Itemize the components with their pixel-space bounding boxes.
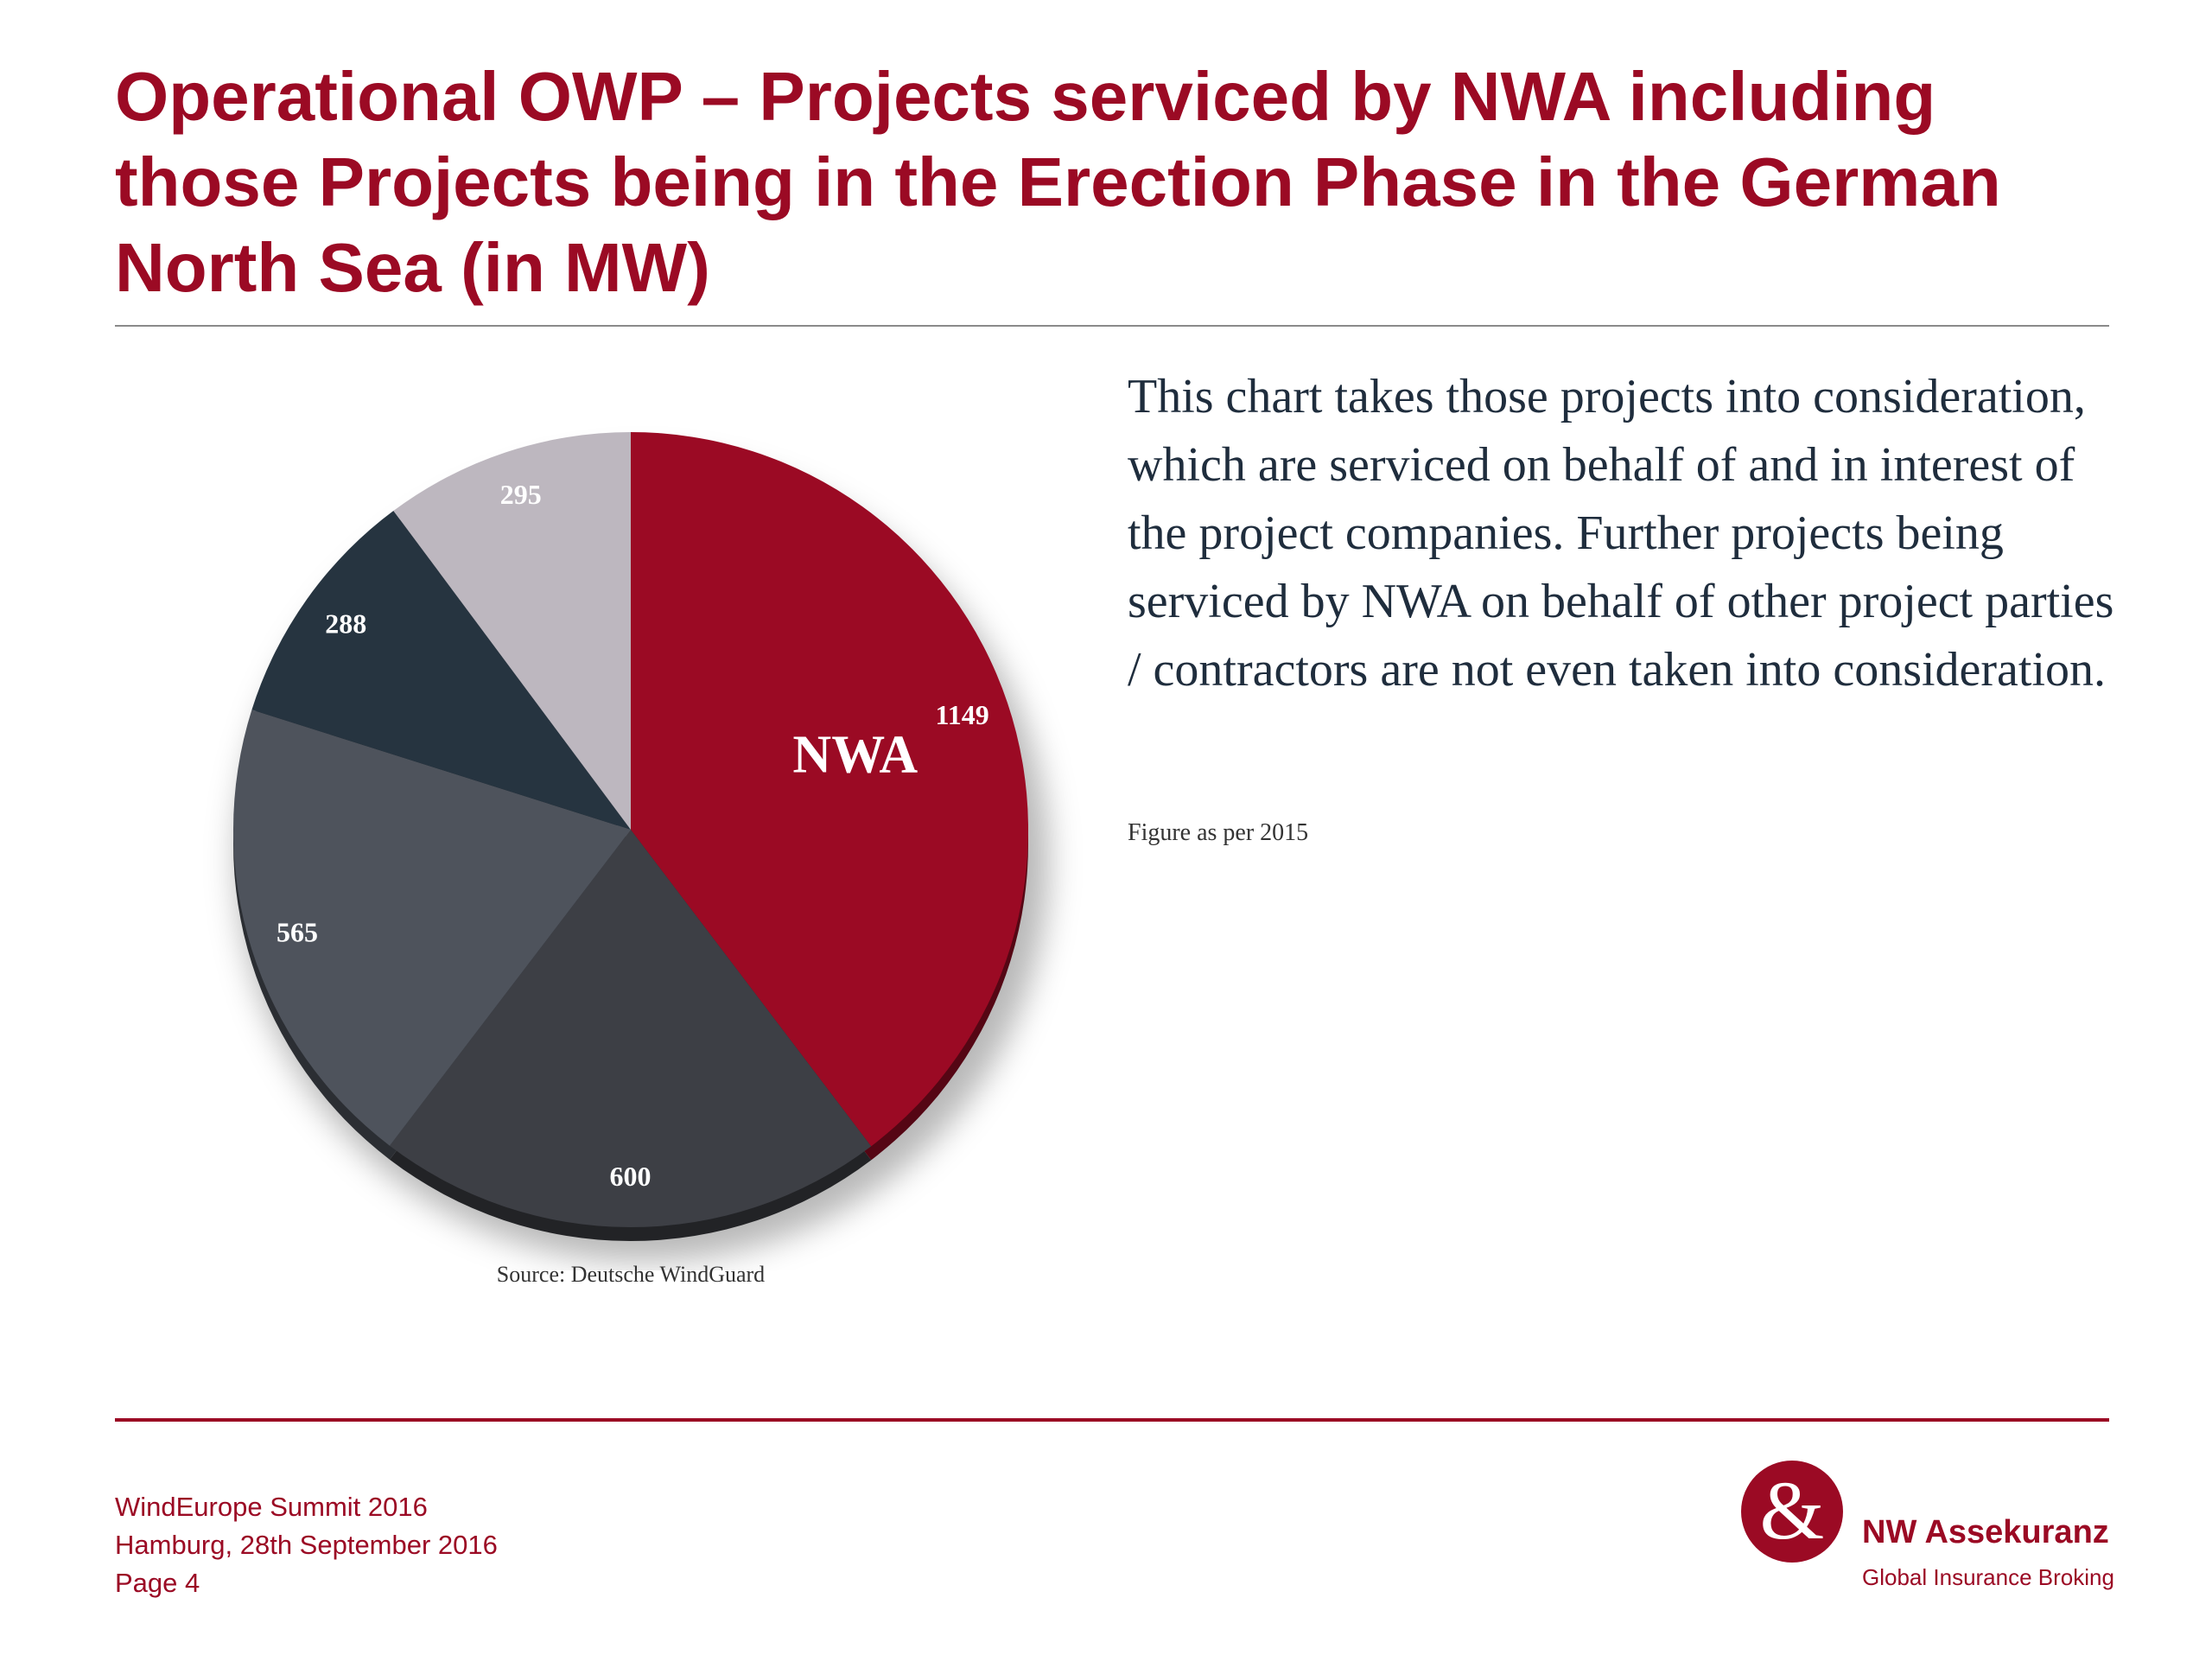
- pie-slice: [389, 830, 872, 1227]
- footer-divider: [115, 1418, 2109, 1422]
- figure-note: Figure as per 2015: [1128, 819, 1309, 846]
- pie-slice-label: 1149: [936, 699, 989, 730]
- pie-slice-label: 565: [276, 916, 318, 947]
- pie-slice-name: NWA: [792, 726, 918, 785]
- pie-slice: [631, 432, 1028, 1147]
- pie-slice: [251, 510, 631, 830]
- pie-slice: [232, 710, 631, 1146]
- pie-chart-svg: 1149 NWA 600 565 288 295: [232, 432, 1049, 1262]
- pie-slice-label: 295: [500, 479, 542, 510]
- page-title: Operational OWP – Projects serviced by N…: [115, 58, 2001, 306]
- logo-name: NW Assekuranz: [1862, 1514, 2109, 1550]
- pie-slice-label: 600: [610, 1161, 652, 1192]
- footer-place-date: Hamburg, 28th September 2016: [115, 1530, 498, 1560]
- logo-tagline: Global Insurance Broking: [1862, 1564, 2114, 1590]
- pie-slice-label: 288: [325, 608, 366, 640]
- company-logo: & NW Assekuranz Global Insurance Broking: [1741, 1461, 2139, 1599]
- pie-chart: 1149 NWA 600 565 288 295: [173, 406, 1089, 1314]
- footer-page: Page 4: [115, 1568, 200, 1598]
- chart-source: Source: Deutsche WindGuard: [496, 1262, 766, 1287]
- pie-slice: [393, 432, 631, 830]
- title-divider: [115, 325, 2109, 327]
- footer-event: WindEurope Summit 2016: [115, 1492, 428, 1522]
- ampersand-logo-icon: &: [1741, 1461, 1843, 1563]
- description-text: This chart takes those projects into con…: [1128, 370, 2114, 697]
